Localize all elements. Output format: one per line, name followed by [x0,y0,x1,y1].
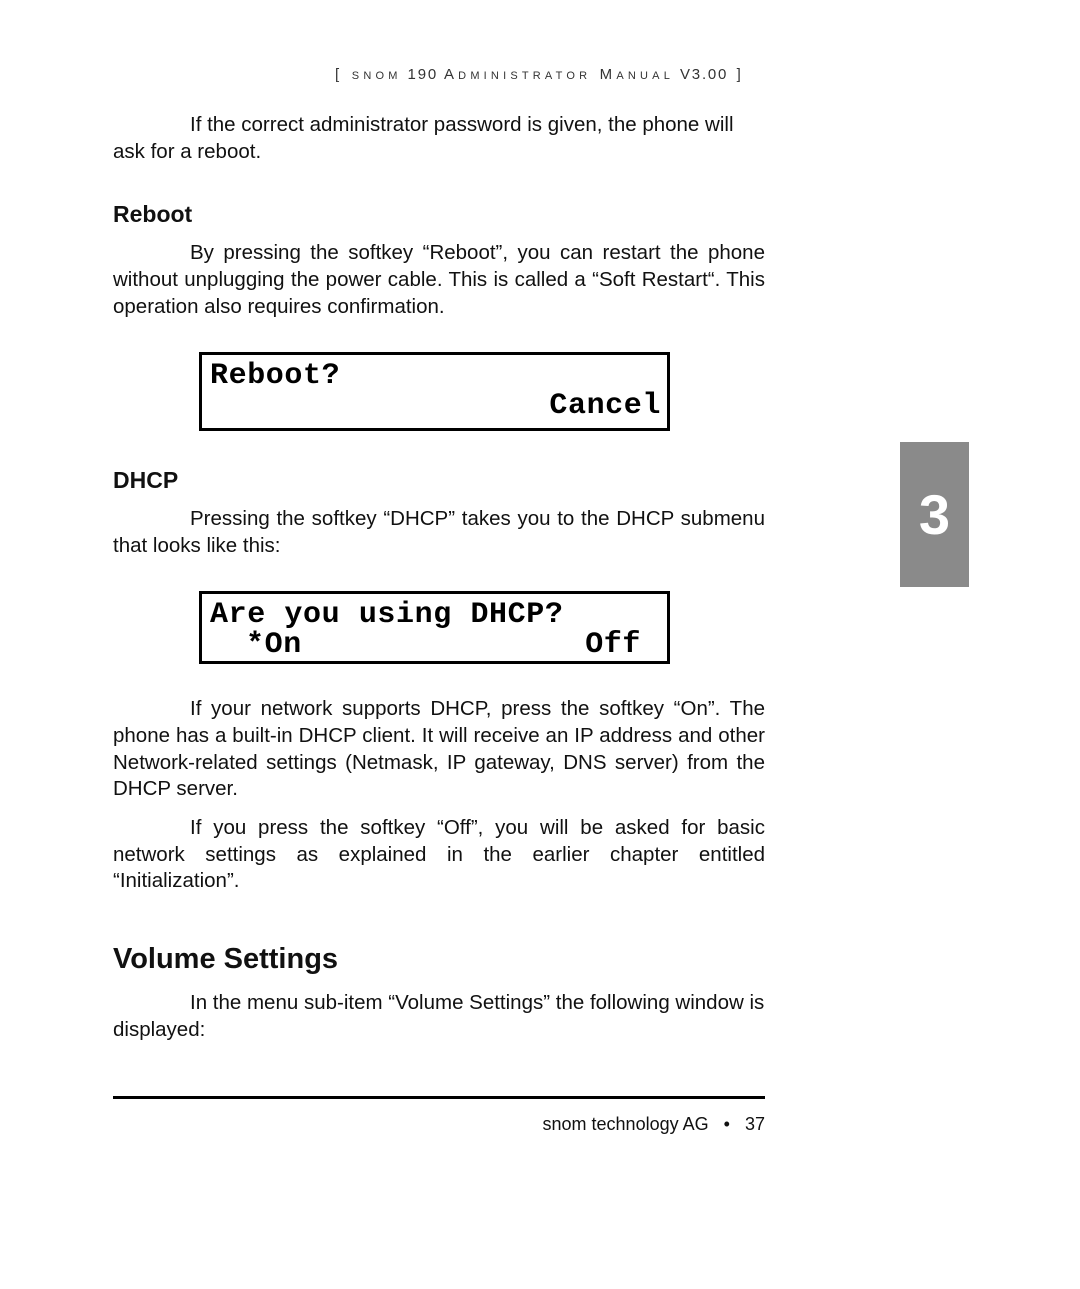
footer-bullet: • [714,1114,740,1134]
heading-volume-settings: Volume Settings [113,943,765,976]
lcd-dhcp-wrap: Are you using DHCP? *On Off [199,591,765,664]
dhcp-paragraph-2: If your network supports DHCP, press the… [113,696,765,803]
intro-paragraph: If the correct administrator password is… [113,112,765,165]
volume-paragraph: In the menu sub-item “Volume Settings” t… [113,990,765,1043]
lcd-dhcp-off: Off [585,630,661,660]
footer-company: snom technology AG [543,1114,709,1134]
header-title-b: Manual [600,66,674,83]
heading-reboot: Reboot [113,201,765,228]
footer: snom technology AG • 37 [113,1114,765,1135]
footer-page-number: 37 [745,1114,765,1134]
header-open-bracket: [ [335,66,352,83]
chapter-number: 3 [919,482,950,547]
lcd-dhcp-question: Are you using DHCP? [208,600,563,630]
dhcp-paragraph-3: If you press the softkey “Off”, you will… [113,815,765,895]
running-header: [ snom 190 Administrator Manual V3.00 ] [0,66,1080,83]
page: [ snom 190 Administrator Manual V3.00 ] … [0,0,1080,1289]
header-title-a: Administrator [444,66,600,83]
lcd-reboot-cancel: Cancel [549,391,661,421]
lcd-dhcp: Are you using DHCP? *On Off [199,591,670,664]
header-model: 190 [402,66,444,83]
lcd-reboot-question: Reboot? [208,361,340,391]
lcd-dhcp-on: *On [208,630,302,660]
dhcp-paragraph-1: Pressing the softkey “DHCP” takes you to… [113,506,765,559]
header-version: V3.00 [674,66,728,83]
lcd-reboot-wrap: Reboot? Cancel [199,352,765,431]
footer-rule [113,1096,765,1099]
lcd-reboot: Reboot? Cancel [199,352,670,431]
heading-dhcp: DHCP [113,467,765,494]
lcd-reboot-row2: Cancel [202,391,667,425]
header-close-bracket: ] [728,66,745,83]
content-area: If the correct administrator password is… [113,112,765,1055]
header-brand: snom [352,66,402,83]
lcd-reboot-row1: Reboot? [202,357,667,391]
chapter-tab: 3 [900,442,969,587]
lcd-dhcp-row1: Are you using DHCP? [202,596,667,630]
lcd-dhcp-row2: *On Off [202,630,667,664]
reboot-paragraph: By pressing the softkey “Reboot”, you ca… [113,240,765,320]
